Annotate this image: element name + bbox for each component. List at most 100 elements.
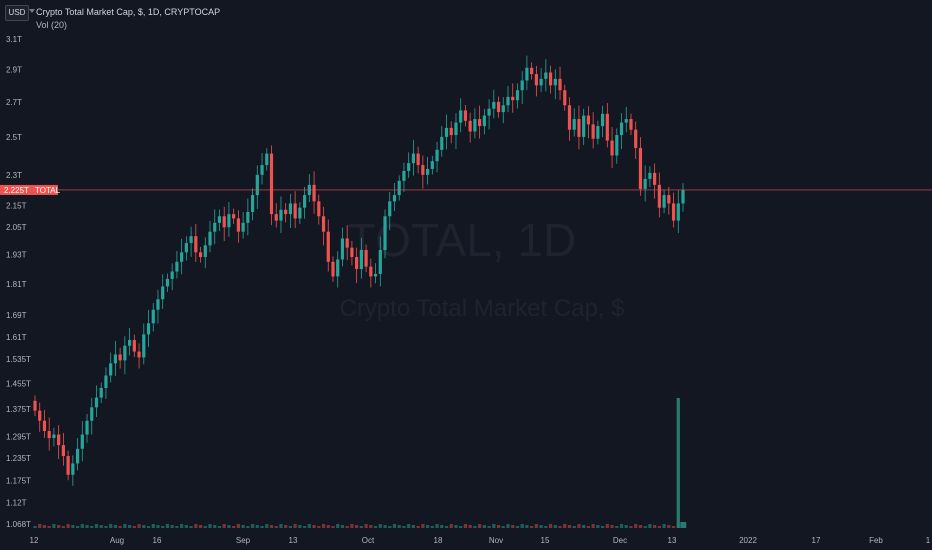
candle bbox=[473, 108, 477, 139]
candle bbox=[671, 192, 676, 228]
volume-bar bbox=[553, 525, 557, 528]
volume-bar bbox=[596, 525, 600, 528]
volume-bar bbox=[109, 524, 113, 528]
candle bbox=[411, 140, 415, 176]
volume-bar bbox=[293, 524, 297, 528]
time-axis[interactable]: 12 Aug 16 Sep 13 Oct 18 Nov 15 Dec 13 2022 17 Feb 1 bbox=[30, 536, 931, 545]
candle bbox=[326, 219, 330, 272]
volume-bar bbox=[619, 524, 624, 528]
volume-bar bbox=[373, 526, 378, 528]
watermark-name: Crypto Total Market Cap, $ bbox=[339, 295, 624, 322]
candle bbox=[421, 155, 425, 189]
candle bbox=[284, 203, 288, 223]
candle bbox=[85, 413, 89, 443]
candle bbox=[392, 182, 397, 211]
candle bbox=[175, 251, 179, 279]
volume-bar bbox=[180, 524, 184, 528]
volume-bar bbox=[345, 526, 349, 528]
volume-bar bbox=[260, 526, 264, 528]
candle bbox=[227, 201, 231, 237]
volume-bar bbox=[184, 525, 188, 528]
volume-bar bbox=[94, 524, 99, 528]
volume-bar bbox=[567, 525, 572, 528]
y-tick-label: 1.235T bbox=[6, 454, 31, 463]
volume-bar bbox=[601, 526, 605, 528]
volume-bar bbox=[657, 526, 661, 528]
price-axis[interactable]: 3.1T 2.9T 2.7T 2.5T 2.3T 2.15T 2.05T 1.93T 1.81T… bbox=[6, 35, 31, 529]
candle bbox=[331, 256, 335, 282]
candle bbox=[321, 206, 326, 246]
volume-bar bbox=[605, 524, 609, 528]
candle bbox=[378, 236, 382, 287]
volume-bar bbox=[227, 525, 231, 528]
volume-bar bbox=[440, 525, 444, 528]
candle bbox=[61, 433, 65, 466]
candle bbox=[203, 237, 207, 269]
candle bbox=[355, 247, 359, 283]
volume-bar bbox=[643, 526, 647, 528]
volume-bar bbox=[496, 525, 501, 528]
candle bbox=[94, 385, 99, 418]
volume-bar bbox=[487, 526, 491, 528]
candles bbox=[33, 55, 685, 486]
volume-bar bbox=[217, 526, 222, 528]
symbol-title[interactable]: Crypto Total Market Cap, $, 1D, CRYPTOCA… bbox=[36, 7, 221, 17]
y-tick-label: 1.295T bbox=[6, 432, 31, 441]
volume-bar bbox=[194, 524, 198, 528]
volume-spike-bar bbox=[676, 398, 680, 528]
volume-bar bbox=[250, 524, 255, 528]
volume-bar bbox=[222, 524, 226, 528]
candle bbox=[265, 148, 269, 171]
volume-bar bbox=[340, 525, 345, 528]
candle bbox=[66, 450, 70, 481]
candle bbox=[653, 163, 657, 199]
candle bbox=[425, 156, 430, 185]
volume-bar bbox=[269, 525, 274, 528]
candle bbox=[161, 274, 165, 309]
y-tick-label: 2.9T bbox=[6, 65, 22, 74]
candle bbox=[312, 171, 316, 214]
volume-bar bbox=[591, 524, 595, 528]
candle bbox=[198, 246, 203, 263]
candle bbox=[246, 198, 250, 236]
volume-bar bbox=[355, 525, 359, 528]
watermark: TOTAL, 1D Crypto Total Market Cap, $ bbox=[339, 214, 624, 322]
candle bbox=[151, 302, 155, 332]
candle bbox=[213, 209, 217, 245]
x-tick-label: 16 bbox=[153, 536, 162, 545]
volume-bar bbox=[203, 526, 207, 528]
volume-bar bbox=[548, 524, 553, 528]
candle bbox=[156, 289, 160, 324]
candle bbox=[38, 402, 42, 432]
candle bbox=[274, 203, 278, 228]
candle bbox=[468, 112, 472, 143]
x-tick-label: Sep bbox=[236, 536, 251, 545]
volume-bar bbox=[312, 525, 316, 528]
candle bbox=[75, 437, 80, 471]
candle bbox=[667, 186, 671, 215]
candle bbox=[99, 382, 103, 404]
candle bbox=[170, 263, 174, 290]
candle bbox=[544, 59, 548, 92]
candle bbox=[388, 191, 392, 231]
currency-button[interactable]: USD bbox=[5, 5, 29, 21]
volume-bar bbox=[492, 524, 496, 528]
candle bbox=[638, 137, 643, 196]
volume-bar bbox=[90, 526, 94, 528]
candle bbox=[615, 128, 619, 164]
volume-bar bbox=[392, 524, 397, 528]
volume-bar bbox=[321, 524, 326, 528]
volume-bar bbox=[586, 526, 591, 528]
x-tick-label: Aug bbox=[110, 536, 124, 545]
volume-bar bbox=[671, 526, 676, 528]
volume-bar bbox=[430, 526, 434, 528]
candle bbox=[42, 409, 47, 438]
volume-bar bbox=[57, 525, 61, 528]
y-tick-label: 1.12T bbox=[6, 498, 27, 507]
chevron-down-icon[interactable] bbox=[29, 9, 35, 13]
volume-bar bbox=[232, 526, 236, 528]
volume-indicator-label[interactable]: Vol (20) bbox=[36, 20, 68, 30]
volume-bar bbox=[66, 524, 70, 528]
y-tick-label: 1.93T bbox=[6, 251, 27, 260]
